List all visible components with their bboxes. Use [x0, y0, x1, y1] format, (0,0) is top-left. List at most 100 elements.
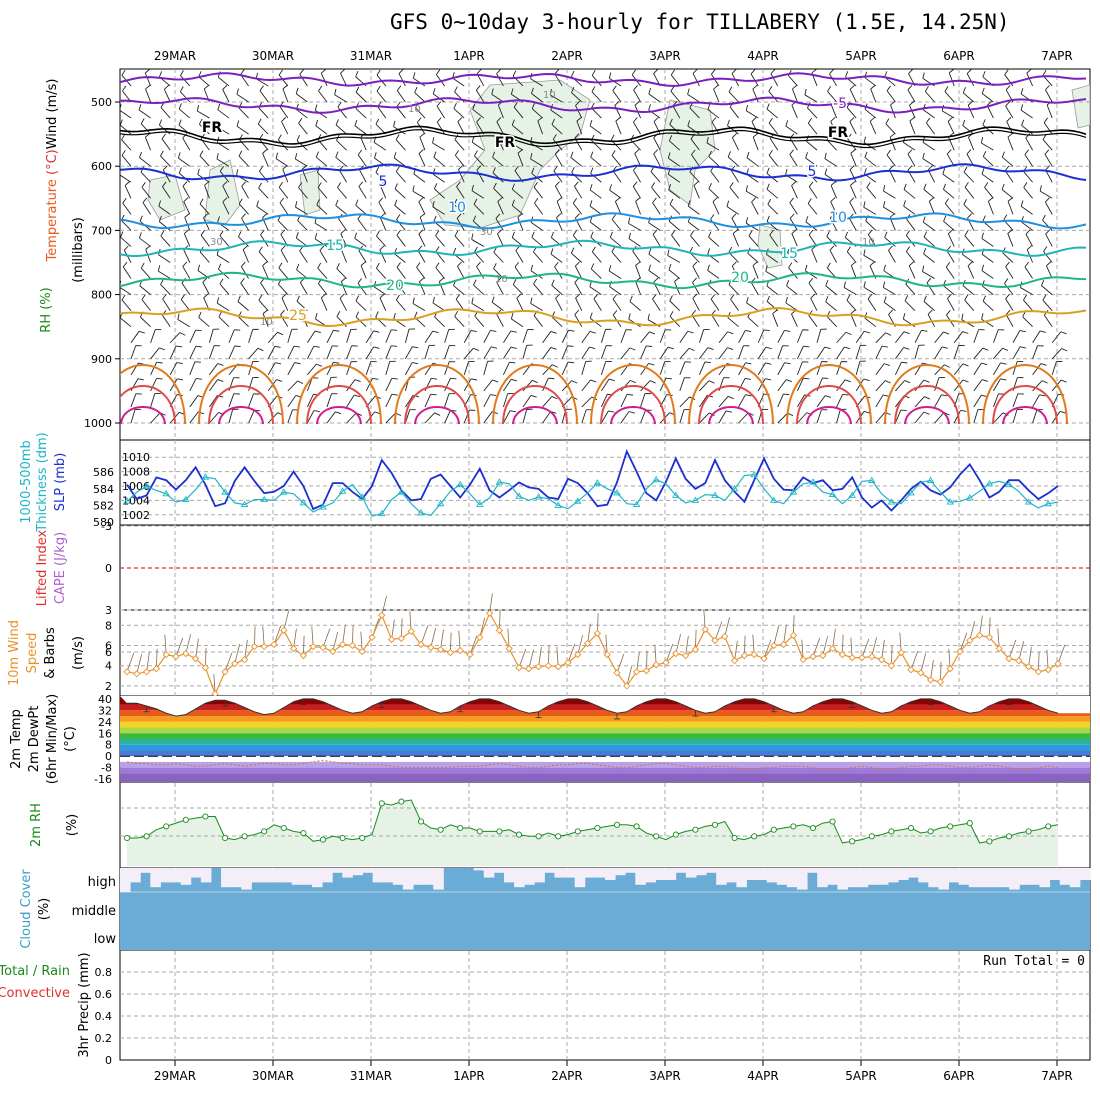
wind-barb-flag — [121, 69, 126, 76]
wind-barb-flag — [1046, 261, 1052, 267]
wind-barb-flag — [241, 181, 247, 187]
wind-barb-flag — [294, 362, 301, 365]
wind-barb — [928, 201, 936, 215]
rh-region — [299, 169, 321, 216]
wind-barb-flag — [962, 119, 966, 126]
wind-barb — [534, 202, 543, 215]
contour-line — [120, 163, 1087, 182]
wind-barb — [267, 379, 277, 392]
thickness-point — [809, 478, 817, 485]
wind10m-point — [917, 669, 925, 677]
wind-barb-flag — [844, 346, 851, 350]
wind-barb — [679, 347, 690, 360]
wind-barb-flag — [141, 294, 146, 300]
wind-barb — [458, 169, 465, 183]
wind10m-point — [515, 664, 523, 672]
wind10m-point — [779, 640, 788, 649]
wind10m-point — [466, 650, 474, 659]
date-label-6apr: 6APR — [943, 49, 974, 63]
wind-barb-flag — [354, 379, 361, 383]
cloud-high-gap — [988, 868, 1000, 888]
rh2m-point — [849, 838, 856, 845]
wind10m-point — [240, 656, 249, 664]
wind-barb — [689, 171, 700, 183]
cloud-high-gap — [695, 868, 707, 876]
wind-barb — [807, 203, 818, 215]
wind-barb-flag — [628, 411, 635, 414]
wind-barb — [981, 238, 994, 247]
wind-barb — [483, 330, 491, 343]
wind-barb — [510, 142, 524, 151]
wind-barb-flag — [982, 347, 989, 351]
rh2m-point — [809, 824, 817, 832]
frame-wind10m — [119, 609, 1091, 697]
wind10m-point — [191, 654, 200, 663]
wind-barb-flag — [394, 199, 398, 206]
y-label-temperature-wind: Temperature (°C)Wind (m/s) — [45, 79, 60, 263]
wind-barb — [883, 287, 896, 295]
wind-barb-flag — [473, 279, 477, 286]
cloud-high-gap — [675, 868, 687, 873]
wind-barb-flag — [729, 182, 734, 188]
wind-barb-flag — [575, 101, 581, 106]
wind-barb — [454, 316, 465, 328]
wind-barb-flag — [199, 150, 204, 157]
cloud-high-gap — [493, 868, 505, 873]
y-label-thickness-2: Thickness (dm) — [35, 432, 50, 532]
wind-barb-flag — [888, 165, 894, 170]
wind-barb-flag — [611, 246, 616, 253]
wind-barb — [418, 201, 426, 215]
temp-tick-label: 16 — [98, 727, 112, 740]
wind-barb-flag — [745, 217, 748, 224]
wind-barb-flag — [1004, 165, 1010, 171]
wind10m-point — [711, 636, 719, 645]
wind-barb — [953, 363, 964, 376]
wind-barb — [659, 361, 666, 375]
wind-barb — [502, 393, 509, 408]
wind-barb — [222, 89, 230, 103]
wind-barb-flag — [456, 181, 461, 187]
wind-barb — [396, 90, 406, 103]
wind-barb — [922, 271, 935, 279]
date-labels-top: 29MAR 30MAR 31MAR 1APR 2APR 3APR 4APR 5APR 6APR 7… — [154, 49, 1073, 63]
wind-barb — [434, 188, 445, 199]
wind-barb-flag — [863, 410, 870, 414]
wind-barb — [659, 329, 666, 343]
wind-barb-flag — [396, 262, 401, 268]
wind-barb — [491, 93, 504, 103]
wind-barb — [1032, 380, 1043, 392]
wind-barb-flag — [807, 166, 812, 172]
thickness-point — [848, 491, 856, 498]
cloud-high-gap — [857, 868, 869, 888]
wind-barb — [414, 92, 426, 103]
wind-barb-flag — [178, 167, 182, 174]
y-label-part: (6hr Min/Max) — [45, 694, 60, 784]
wind-barb — [159, 221, 171, 231]
wind-barb — [502, 362, 510, 376]
wind-barb — [394, 253, 406, 263]
wind-barb — [497, 104, 504, 119]
wind-barb-flag — [611, 214, 616, 220]
wind-barb-flag — [704, 361, 711, 363]
cloud-high-gap — [423, 868, 434, 885]
rh2m-point — [398, 798, 405, 805]
wind-barb — [306, 346, 315, 360]
rh2m-point — [613, 821, 621, 828]
wind-barb-flag — [509, 410, 517, 413]
wind-barb — [299, 250, 308, 263]
wind-barb — [752, 136, 759, 151]
wind10m-barb — [538, 646, 542, 667]
wind10m-barb — [136, 654, 143, 674]
wind-barb — [679, 330, 689, 344]
wind-barb — [339, 169, 347, 183]
wind-barb-flag — [373, 152, 377, 159]
wind-barb — [713, 88, 720, 103]
wind-barb — [670, 90, 681, 103]
wind-barb — [728, 252, 739, 263]
y-label-wind-4: (m/s) — [71, 636, 86, 670]
wind-barb — [1005, 298, 1014, 311]
wind-barb-flag — [222, 84, 228, 90]
wind-barb-flag — [766, 167, 770, 174]
wind-barb-flag — [752, 84, 758, 90]
